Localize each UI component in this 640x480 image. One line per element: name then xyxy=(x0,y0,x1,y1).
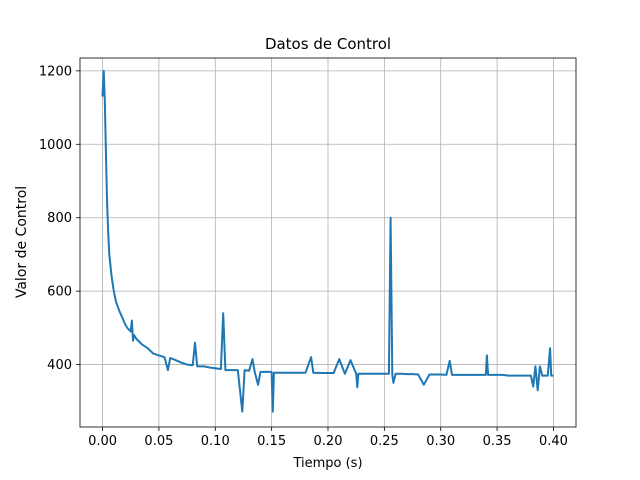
x-tick-label: 0.10 xyxy=(201,434,230,449)
x-tick-label: 0.25 xyxy=(370,434,399,449)
y-tick-label: 1000 xyxy=(39,138,72,153)
grid-lines xyxy=(80,58,576,427)
series-layer xyxy=(101,69,554,413)
x-tick-label: 0.20 xyxy=(314,434,343,449)
y-tick-label: 800 xyxy=(47,211,72,226)
x-tick-label: 0.00 xyxy=(88,434,117,449)
y-tick-label: 400 xyxy=(47,358,72,373)
y-tick-label: 1200 xyxy=(39,64,72,79)
chart-title: Datos de Control xyxy=(265,35,391,53)
y-axis-label: Valor de Control xyxy=(14,186,30,298)
x-tick-label: 0.35 xyxy=(483,434,512,449)
x-tick-label: 0.30 xyxy=(426,434,455,449)
y-tick-label: 600 xyxy=(47,285,72,300)
series-line xyxy=(101,69,554,413)
y-axis-ticks: 400 600 800 1000 1200 xyxy=(39,64,80,373)
x-tick-label: 0.15 xyxy=(257,434,286,449)
x-axis-ticks: 0.00 0.05 0.10 0.15 0.20 0.25 0.30 0.35 0.40 xyxy=(88,427,568,449)
x-axis-label: Tiempo (s) xyxy=(292,456,362,471)
x-tick-label: 0.05 xyxy=(144,434,173,449)
x-tick-label: 0.40 xyxy=(539,434,568,449)
